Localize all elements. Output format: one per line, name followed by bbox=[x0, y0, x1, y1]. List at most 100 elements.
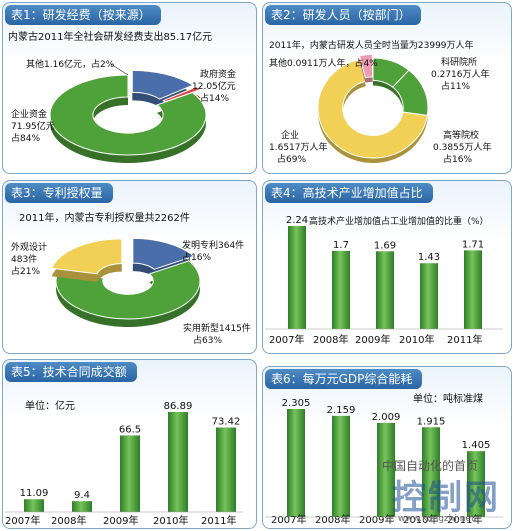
panel-rd-staff: 表2：研发人员（按部门） 2011年，内蒙古研发人员全时当量为23999万人年 … bbox=[262, 2, 512, 174]
bar-value-label: 1.71 bbox=[462, 239, 484, 250]
panel-title: 表4：高技术产业增加值占比 bbox=[265, 183, 433, 203]
label-corp-value: 71.95亿元 bbox=[11, 122, 55, 132]
pie-chart-funding bbox=[49, 63, 207, 164]
panel-title: 表3：专利授权量 bbox=[5, 183, 113, 203]
panel-subtitle: 单位：吨标准煤 bbox=[413, 394, 483, 405]
x-tick-label: 2010年 bbox=[403, 513, 438, 526]
bar-2007年 bbox=[287, 409, 305, 517]
label-corp-name: 企业资金 bbox=[11, 110, 48, 120]
bar-chart-hitech: 2.24 2007年 1.7 2008年 1.69 2009年 1.43 2010年 1.71 2… bbox=[265, 215, 503, 346]
x-tick-label: 2009年 bbox=[359, 513, 394, 526]
bar-2009年 bbox=[120, 435, 140, 512]
bar-2007年 bbox=[24, 499, 44, 512]
bar-value-label: 1.915 bbox=[417, 416, 446, 427]
x-tick-label: 2008年 bbox=[51, 514, 86, 527]
bar-value-label: 66.5 bbox=[119, 424, 141, 435]
panel-subtitle: 2011年，内蒙古研发人员全时当量为23999万人年 bbox=[269, 41, 474, 51]
label-design-share: 占21% bbox=[11, 267, 41, 277]
bar-2011年 bbox=[216, 427, 236, 512]
label-corp-value: 1.6517万人年 bbox=[269, 143, 328, 153]
panel-title: 表5：技术合同成交额 bbox=[5, 362, 137, 382]
pie-chart-staff bbox=[317, 53, 429, 163]
bar-2011年 bbox=[467, 451, 485, 517]
label-utility-name: 实用新型1415件 bbox=[183, 324, 251, 334]
label-corp-share: 占84% bbox=[11, 134, 41, 144]
bar-value-label: 2.159 bbox=[327, 405, 356, 416]
panel-energy-gdp: 表6：每万元GDP综合能耗 单位：吨标准煤 2.305 2007年 2.159 200… bbox=[262, 366, 512, 529]
label-gov-value: 12.05亿元 bbox=[192, 82, 236, 92]
label-gov-name: 政府资金 bbox=[200, 70, 237, 80]
bar-chart-energy: 2.305 2007年 2.159 2008年 2.009 2009年 1.915 2010年… bbox=[265, 398, 503, 526]
label-univ-name: 高等院校 bbox=[443, 131, 480, 141]
label-invention-share: 占16% bbox=[182, 253, 212, 263]
bar-value-label: 2.305 bbox=[282, 398, 311, 409]
x-tick-label: 2009年 bbox=[103, 514, 138, 527]
bar-value-label: 1.405 bbox=[462, 440, 491, 451]
pie-chart-patents bbox=[50, 237, 201, 327]
bar-2009年 bbox=[376, 251, 394, 329]
label-other: 其他1.16亿元，占2% bbox=[26, 60, 115, 70]
bar-value-label: 9.4 bbox=[74, 490, 90, 501]
label-gov-share: 占14% bbox=[200, 94, 230, 104]
bar-2009年 bbox=[377, 422, 395, 517]
bar-value-label: 11.09 bbox=[20, 488, 49, 499]
panel-title: 表2：研发人员（按部门） bbox=[265, 5, 421, 25]
label-inst-share: 占11% bbox=[441, 82, 471, 92]
panel-title: 表1：研发经费（按来源） bbox=[5, 5, 161, 25]
label-invention-name: 发明专利364件 bbox=[182, 241, 245, 251]
panel-tech-contracts: 表5：技术合同成交额 单位：亿元 11.09 2007年 9.4 2008年 66.5 2… bbox=[2, 359, 257, 529]
x-tick-label: 2007年 bbox=[5, 514, 40, 527]
bar-2008年 bbox=[72, 501, 92, 512]
bar-value-label: 1.7 bbox=[333, 240, 349, 251]
bar-value-label: 86.89 bbox=[164, 401, 193, 412]
pie-slice-外观设计 bbox=[50, 238, 123, 275]
pie-slice-发明专利 bbox=[132, 237, 195, 270]
bar-value-label: 2.009 bbox=[372, 412, 401, 423]
pie-slice-企业 bbox=[317, 58, 428, 159]
panel-hitech-share: 表4：高技术产业增加值占比 高技术产业增加值占工业增加值的比重（%） 2.24 2… bbox=[262, 180, 512, 354]
label-univ-value: 0.3855万人年 bbox=[433, 143, 492, 153]
bar-2008年 bbox=[332, 250, 350, 329]
bar-value-label: 73.42 bbox=[212, 417, 241, 428]
bar-chart-contracts: 11.09 2007年 9.4 2008年 66.5 2009年 86.89 2010年 73.… bbox=[5, 401, 243, 527]
bar-2007年 bbox=[288, 226, 306, 329]
watermark-tagline: 中国自动化的首页 bbox=[382, 459, 479, 473]
label-other: 其他0.0911万人年，占4% bbox=[269, 59, 378, 69]
panel-patents: 表3：专利授权量 2011年，内蒙古专利授权量共2262件 外观设计 483件 … bbox=[2, 180, 257, 354]
x-tick-label: 2008年 bbox=[313, 333, 348, 346]
pie-slice-其他 bbox=[358, 53, 374, 79]
x-tick-label: 2008年 bbox=[315, 513, 350, 526]
label-utility-share: 占63% bbox=[193, 336, 223, 346]
label-corp-share: 占69% bbox=[277, 155, 307, 165]
x-tick-label: 2010年 bbox=[399, 333, 434, 346]
x-tick-label: 2011年 bbox=[447, 513, 482, 526]
panel-subtitle: 单位：亿元 bbox=[25, 401, 75, 412]
label-inst-value: 0.2716万人年 bbox=[431, 70, 490, 80]
bar-2008年 bbox=[332, 415, 350, 517]
pie-slice-政府资金 bbox=[131, 69, 194, 100]
x-tick-label: 2007年 bbox=[269, 333, 304, 346]
pie-slice-企业资金 bbox=[49, 74, 207, 156]
label-corp-name: 企业 bbox=[281, 131, 300, 141]
bar-2010年 bbox=[168, 412, 188, 512]
bar-2011年 bbox=[464, 250, 482, 329]
label-design-value: 483件 bbox=[11, 255, 38, 265]
x-tick-label: 2009年 bbox=[355, 333, 390, 346]
panel-subtitle: 2011年，内蒙古专利授权量共2262件 bbox=[19, 213, 190, 224]
watermark-url: www.kongzhi.net bbox=[398, 514, 475, 524]
label-inst-name: 科研院所 bbox=[441, 58, 478, 68]
watermark-brand: 控制网 bbox=[392, 478, 500, 518]
x-tick-label: 2011年 bbox=[447, 333, 482, 346]
panel-subtitle: 高技术产业增加值占工业增加值的比重（%） bbox=[309, 217, 489, 227]
bar-2010年 bbox=[422, 427, 440, 517]
bar-2010年 bbox=[420, 263, 438, 329]
bar-value-label: 1.69 bbox=[374, 240, 396, 251]
label-univ-share: 占16% bbox=[443, 155, 473, 165]
x-tick-label: 2007年 bbox=[271, 513, 306, 526]
x-tick-label: 2011年 bbox=[201, 514, 236, 527]
panel-rd-funding: 表1：研发经费（按来源） 内蒙古2011年全社会研发经费支出85.17亿元 其他… bbox=[2, 2, 257, 174]
label-design-name: 外观设计 bbox=[11, 243, 48, 253]
bar-value-label: 2.24 bbox=[286, 215, 308, 226]
bar-value-label: 1.43 bbox=[418, 252, 440, 263]
pie-slice-实用新型 bbox=[55, 260, 201, 320]
